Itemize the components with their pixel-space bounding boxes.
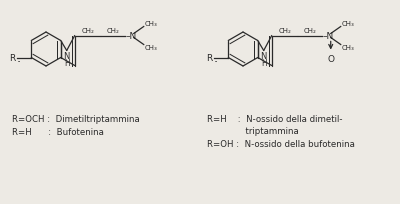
Text: CH₂: CH₂ <box>81 28 94 34</box>
Text: R: R <box>9 54 15 63</box>
Text: .: . <box>214 52 218 65</box>
Text: CH₃: CH₃ <box>145 45 158 51</box>
Text: R=H    :  N-ossido della dimetil-: R=H : N-ossido della dimetil- <box>207 114 342 123</box>
Text: triptammina: triptammina <box>207 126 299 135</box>
Text: H: H <box>261 59 266 68</box>
Text: R=H      :  Bufotenina: R=H : Bufotenina <box>12 127 104 136</box>
Text: N: N <box>64 52 70 61</box>
Text: –N: –N <box>323 32 334 41</box>
Text: R: R <box>206 54 212 63</box>
Text: CH₂: CH₂ <box>278 28 291 34</box>
Text: .: . <box>17 52 21 65</box>
Text: H: H <box>64 59 70 68</box>
Text: CH₃: CH₃ <box>342 21 354 27</box>
Text: O: O <box>327 55 334 64</box>
Text: N: N <box>260 52 267 61</box>
Text: CH₃: CH₃ <box>145 21 158 27</box>
Text: R=OH :  N-ossido della bufotenina: R=OH : N-ossido della bufotenina <box>207 139 355 148</box>
Text: –N: –N <box>126 32 137 41</box>
Text: CH₂: CH₂ <box>303 28 316 34</box>
Text: CH₂: CH₂ <box>106 28 119 34</box>
Text: R=OCH :  Dimetiltriptammina: R=OCH : Dimetiltriptammina <box>12 114 140 123</box>
Text: CH₃: CH₃ <box>342 45 354 51</box>
